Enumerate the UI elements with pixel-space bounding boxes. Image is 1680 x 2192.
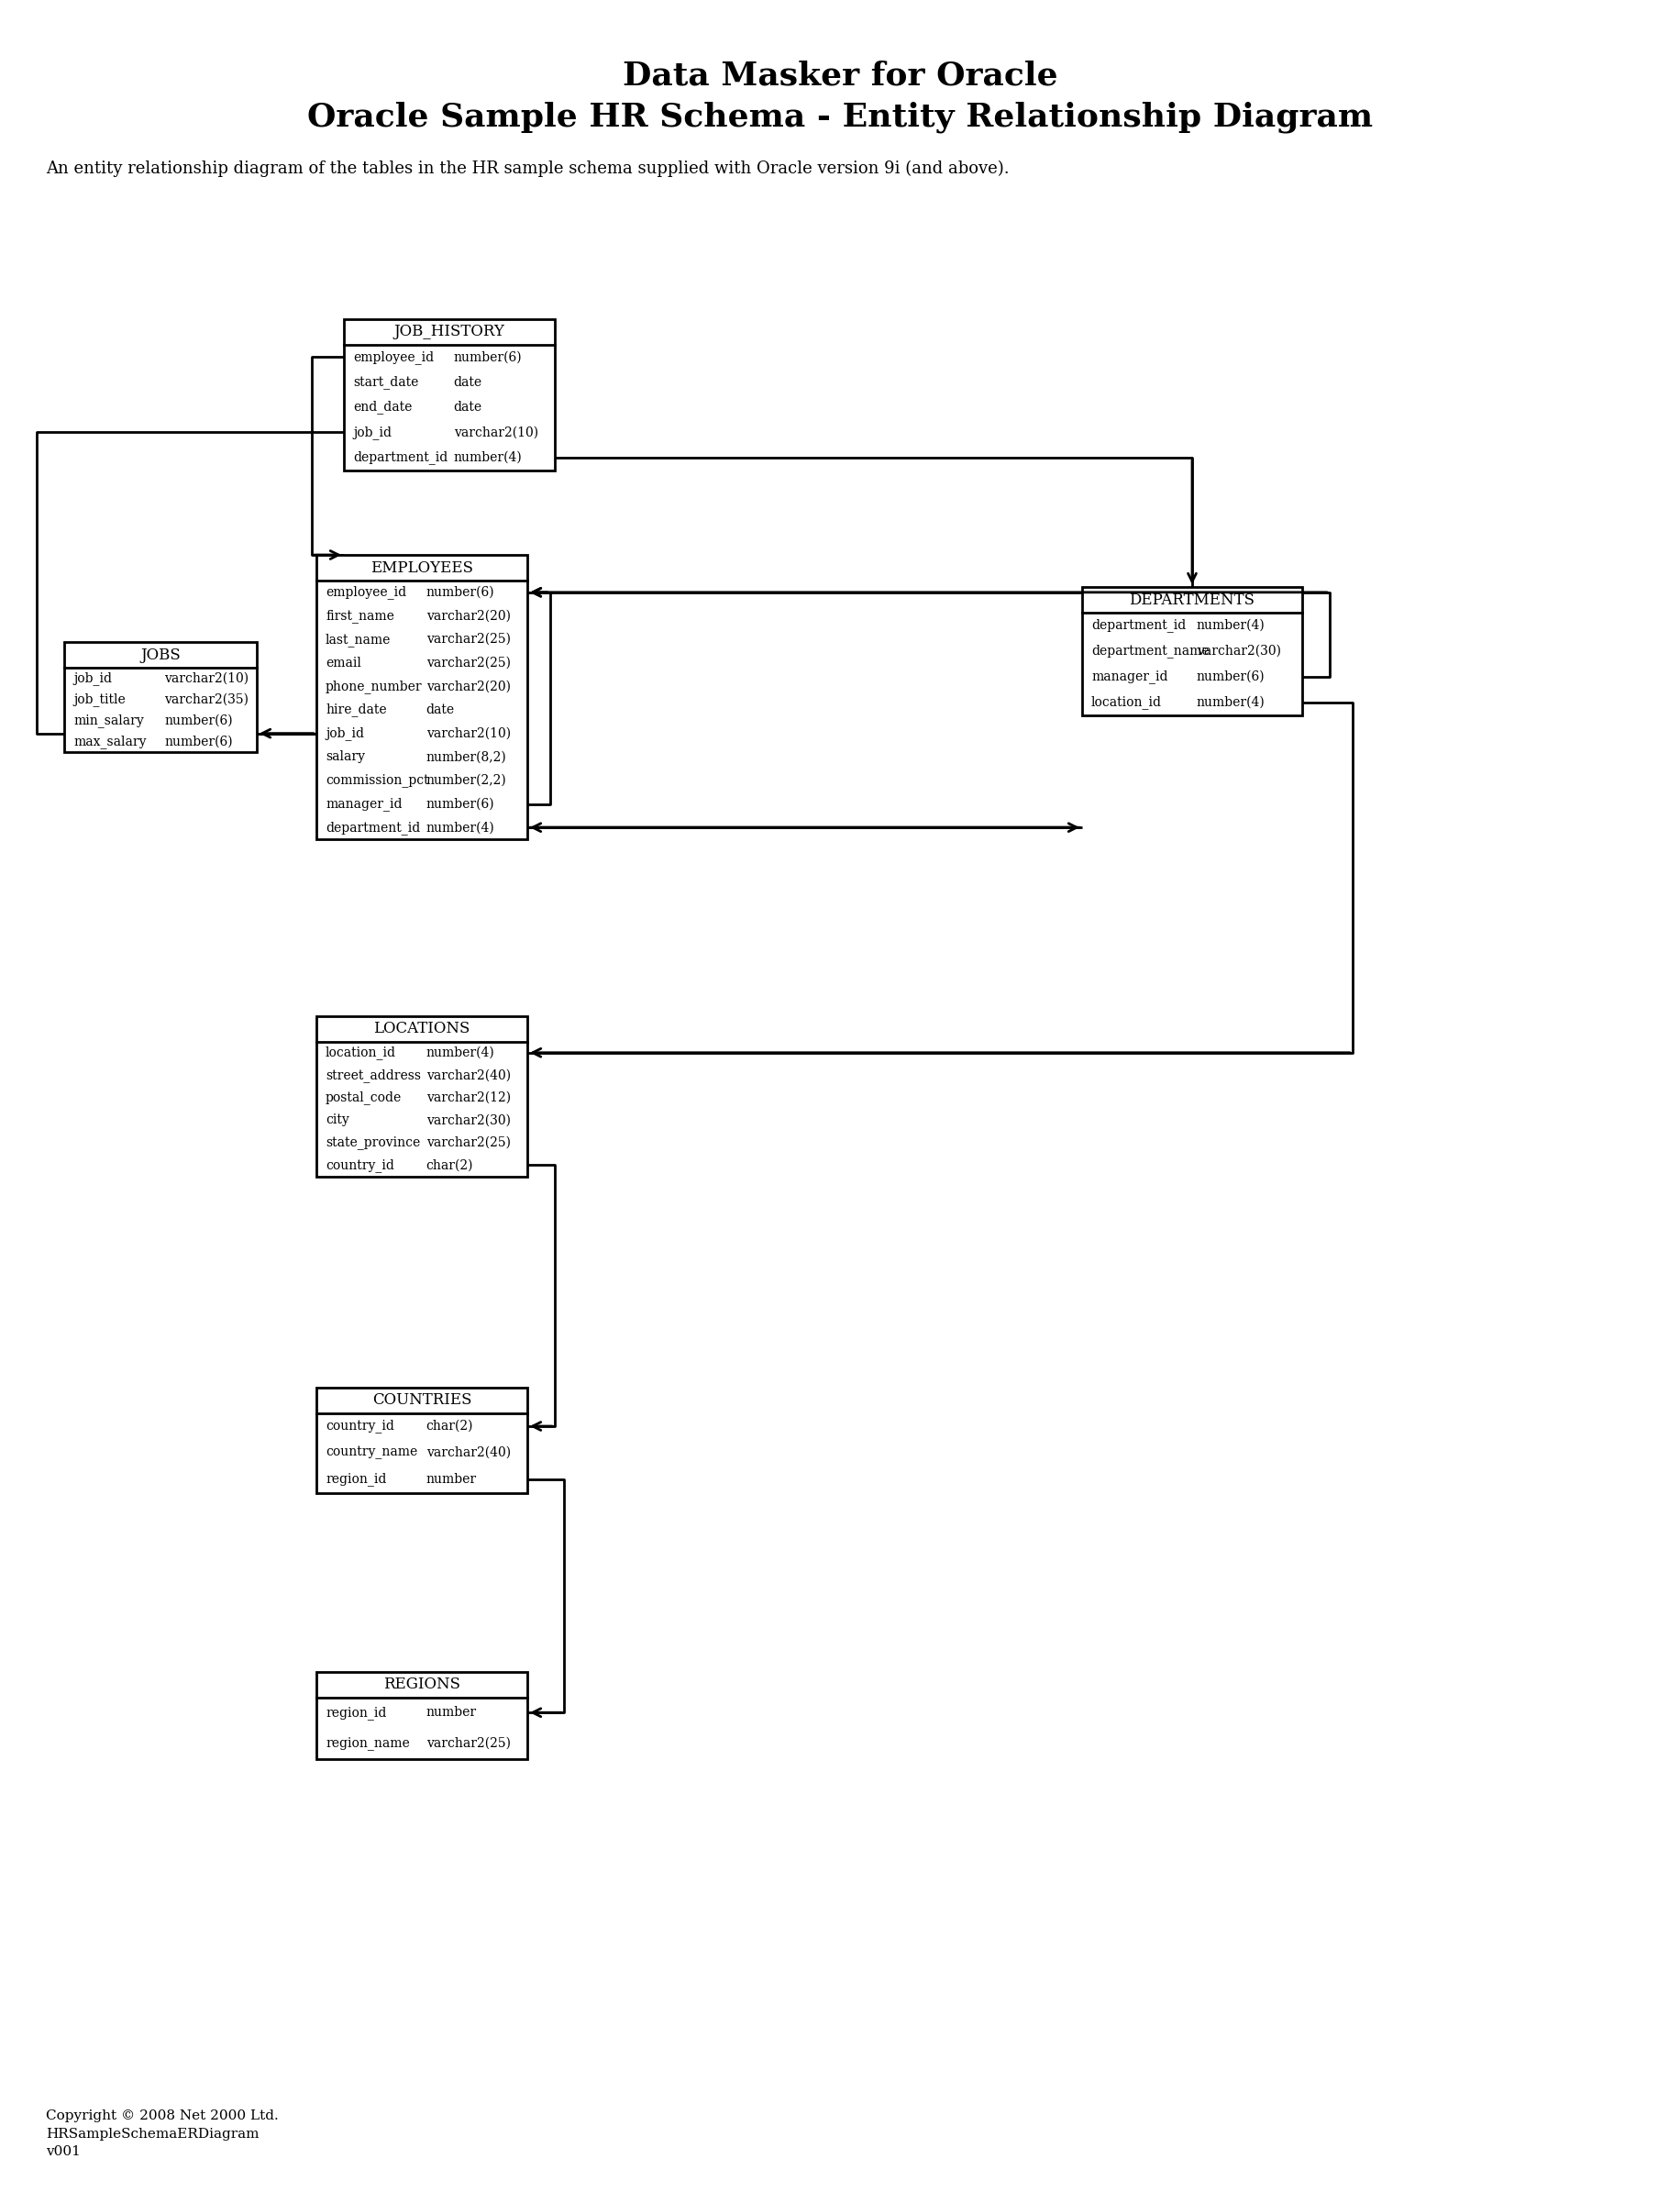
Text: varchar2(25): varchar2(25)	[425, 633, 511, 647]
Text: country_id: country_id	[326, 1157, 395, 1173]
Text: phone_number: phone_number	[326, 680, 422, 693]
Text: DEPARTMENTS: DEPARTMENTS	[1129, 592, 1255, 607]
Text: number: number	[425, 1705, 477, 1719]
Text: LOCATIONS: LOCATIONS	[373, 1021, 470, 1037]
Text: char(2): char(2)	[425, 1160, 474, 1171]
Text: number(4): number(4)	[1196, 618, 1265, 631]
Text: manager_id: manager_id	[326, 798, 402, 811]
Text: varchar2(20): varchar2(20)	[425, 680, 511, 693]
Text: location_id: location_id	[326, 1046, 396, 1059]
Text: number(6): number(6)	[425, 798, 494, 811]
Text: number(4): number(4)	[425, 822, 494, 833]
Text: department_name: department_name	[1090, 644, 1208, 658]
Text: number(2,2): number(2,2)	[425, 774, 506, 787]
Text: region_id: region_id	[326, 1473, 386, 1486]
Text: varchar2(10): varchar2(10)	[165, 671, 249, 684]
Text: employee_id: employee_id	[326, 585, 407, 598]
Text: number(4): number(4)	[1196, 697, 1265, 708]
Text: street_address: street_address	[326, 1068, 420, 1083]
Text: location_id: location_id	[1090, 695, 1161, 710]
Bar	[1082, 587, 1302, 715]
Text: number(6): number(6)	[454, 351, 522, 364]
Text: department_id: department_id	[1090, 618, 1186, 631]
Text: varchar2(10): varchar2(10)	[454, 425, 538, 438]
Text: first_name: first_name	[326, 609, 395, 623]
Text: job_id: job_id	[74, 671, 113, 686]
Text: job_id: job_id	[353, 425, 391, 438]
Text: max_salary: max_salary	[74, 734, 146, 747]
Text: number(6): number(6)	[165, 715, 232, 728]
Text: hire_date: hire_date	[326, 704, 386, 717]
Bar	[316, 1672, 528, 1758]
Text: region_name: region_name	[326, 1736, 410, 1749]
Text: postal_code: postal_code	[326, 1092, 402, 1105]
Bar	[316, 555, 528, 840]
Text: department_id: department_id	[353, 452, 447, 465]
Text: number(4): number(4)	[425, 1046, 494, 1059]
Text: JOB_HISTORY: JOB_HISTORY	[393, 324, 504, 340]
Text: Data Masker for Oracle: Data Masker for Oracle	[623, 59, 1057, 90]
Text: number: number	[425, 1473, 477, 1486]
Text: min_salary: min_salary	[74, 715, 144, 728]
Text: number(6): number(6)	[1196, 671, 1265, 684]
Text: state_province: state_province	[326, 1135, 420, 1149]
Text: date: date	[454, 401, 482, 414]
Text: number(8,2): number(8,2)	[425, 750, 506, 763]
Text: country_id: country_id	[326, 1420, 395, 1434]
Text: varchar2(25): varchar2(25)	[425, 655, 511, 669]
Text: region_id: region_id	[326, 1705, 386, 1719]
Text: employee_id: employee_id	[353, 351, 433, 364]
Text: country_name: country_name	[326, 1447, 417, 1460]
Text: varchar2(25): varchar2(25)	[425, 1135, 511, 1149]
Text: last_name: last_name	[326, 633, 391, 647]
Text: varchar2(10): varchar2(10)	[425, 728, 511, 741]
Text: date: date	[425, 704, 454, 717]
Text: varchar2(30): varchar2(30)	[1196, 644, 1280, 658]
Text: email: email	[326, 655, 361, 669]
Text: end_date: end_date	[353, 401, 412, 414]
Text: varchar2(40): varchar2(40)	[425, 1070, 511, 1081]
Text: manager_id: manager_id	[1090, 671, 1168, 684]
Text: job_id: job_id	[326, 726, 365, 741]
Text: number(6): number(6)	[425, 585, 494, 598]
Bar	[344, 318, 554, 469]
Text: varchar2(40): varchar2(40)	[425, 1447, 511, 1460]
Text: REGIONS: REGIONS	[383, 1677, 460, 1692]
Text: varchar2(30): varchar2(30)	[425, 1114, 511, 1127]
Text: An entity relationship diagram of the tables in the HR sample schema supplied wi: An entity relationship diagram of the ta…	[45, 160, 1008, 178]
Text: number(6): number(6)	[165, 734, 232, 747]
Text: varchar2(25): varchar2(25)	[425, 1736, 511, 1749]
Text: number(4): number(4)	[454, 452, 522, 465]
Text: COUNTRIES: COUNTRIES	[371, 1392, 472, 1407]
Text: varchar2(35): varchar2(35)	[165, 693, 249, 706]
Bar	[64, 642, 257, 752]
Text: varchar2(20): varchar2(20)	[425, 609, 511, 623]
Text: char(2): char(2)	[425, 1420, 474, 1434]
Bar	[316, 1015, 528, 1177]
Text: city: city	[326, 1114, 349, 1127]
Text: EMPLOYEES: EMPLOYEES	[370, 559, 474, 576]
Text: job_title: job_title	[74, 693, 126, 706]
Text: start_date: start_date	[353, 375, 418, 388]
Bar	[316, 1388, 528, 1493]
Text: salary: salary	[326, 750, 365, 763]
Text: commission_pct: commission_pct	[326, 774, 428, 787]
Text: JOBS: JOBS	[141, 647, 180, 662]
Text: Copyright © 2008 Net 2000 Ltd.
HRSampleSchemaERDiagram
v001: Copyright © 2008 Net 2000 Ltd. HRSampleS…	[45, 2109, 279, 2159]
Text: varchar2(12): varchar2(12)	[425, 1092, 511, 1105]
Text: Oracle Sample HR Schema - Entity Relationship Diagram: Oracle Sample HR Schema - Entity Relatio…	[307, 101, 1373, 132]
Text: date: date	[454, 375, 482, 388]
Text: department_id: department_id	[326, 820, 420, 835]
